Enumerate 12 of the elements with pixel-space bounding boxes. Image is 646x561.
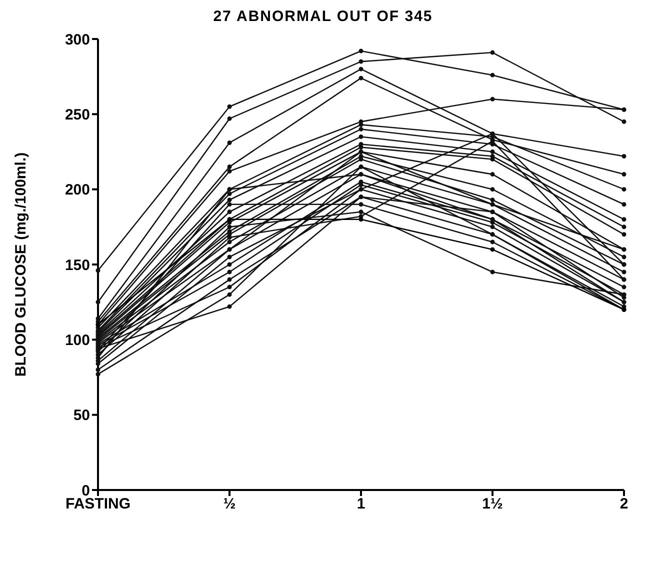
y-tick-label: 100 xyxy=(64,332,90,349)
y-tick-label: 250 xyxy=(64,106,90,124)
y-axis-title: BLOOD GLUCOSE (mg./100ml.) xyxy=(12,152,30,377)
y-tick-label: 150 xyxy=(64,256,90,274)
x-tick-label: 1½ xyxy=(482,496,503,513)
x-tick-label: ½ xyxy=(223,496,236,513)
y-tick-label: 200 xyxy=(64,182,90,199)
y-tick-label: 50 xyxy=(73,407,90,424)
chart-title: 27 ABNORMAL OUT OF 345 xyxy=(212,8,434,25)
x-tick-label: 1 xyxy=(356,496,366,513)
y-tick-label: 300 xyxy=(64,31,90,48)
x-tick-label: 2 xyxy=(620,496,628,513)
